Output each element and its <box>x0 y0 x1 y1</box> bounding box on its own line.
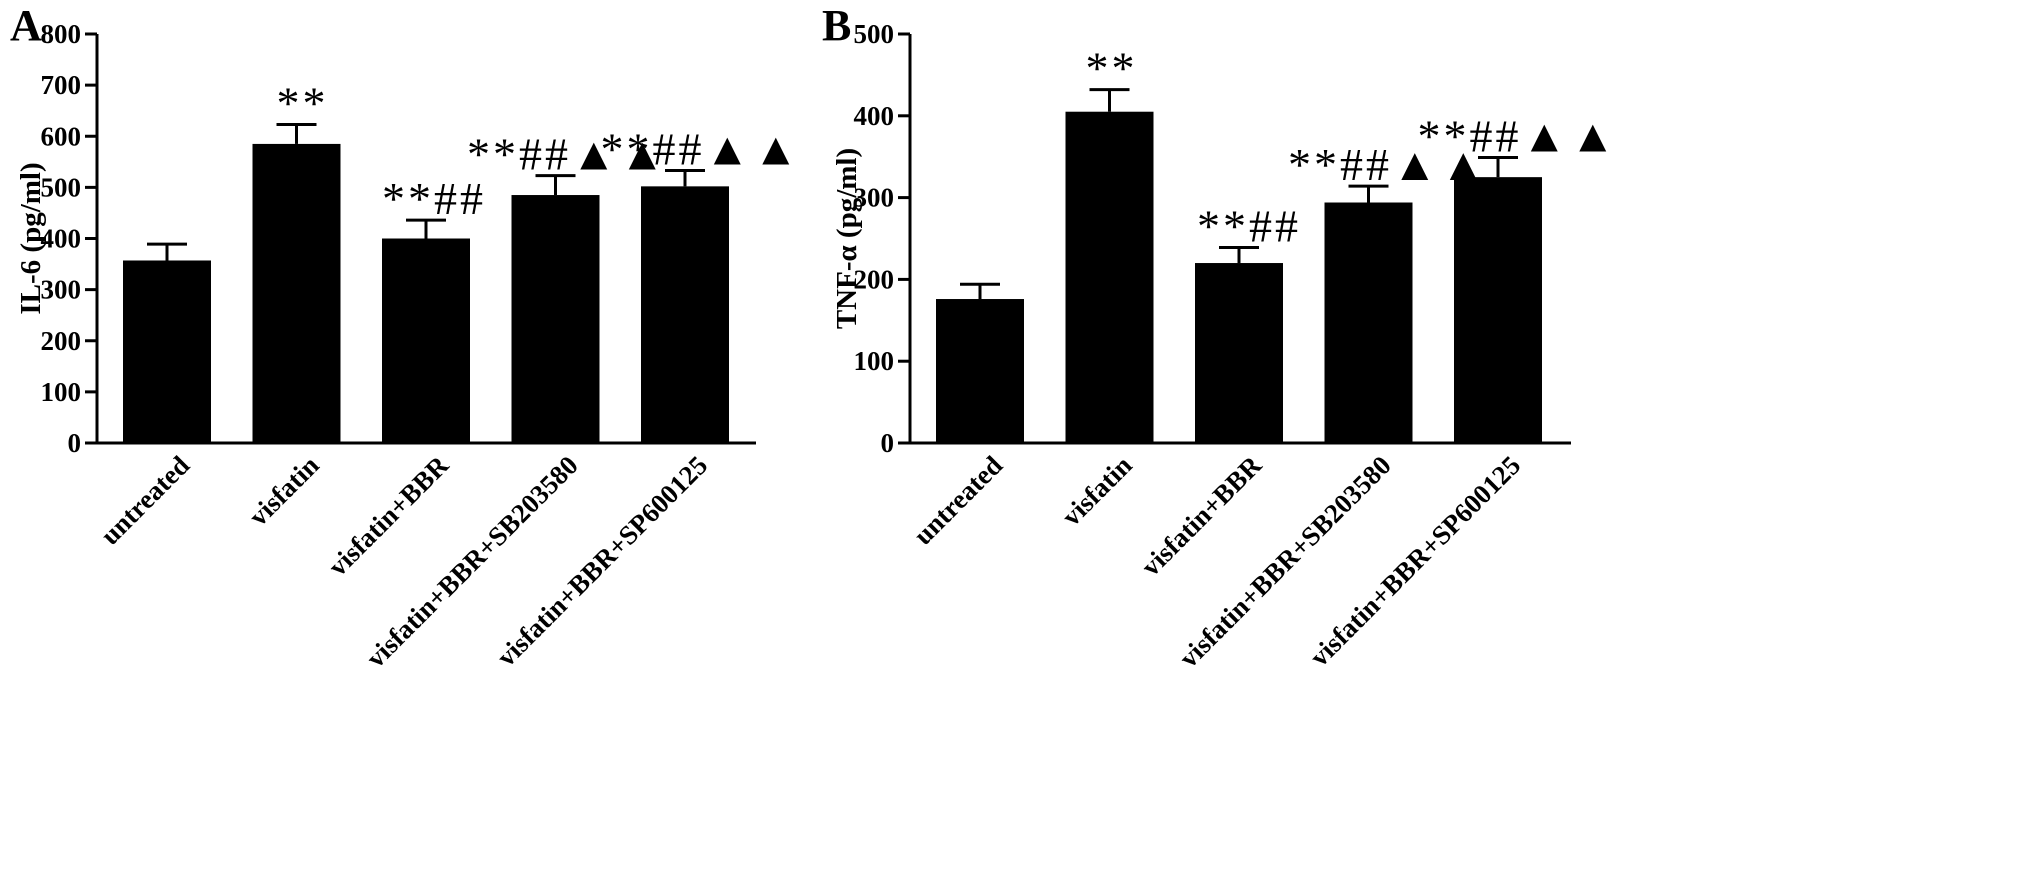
panel-label: B <box>822 1 851 50</box>
bar <box>123 260 211 443</box>
panel-b: B 0 100 200 300 400 500 TNF-α (pg/ml) untreated *… <box>822 1 1618 673</box>
x-tick-label: visfatin+BBR+SB203580 <box>1173 450 1396 673</box>
x-tick-label: untreated <box>908 450 1008 550</box>
x-tick-label: visfatin+BBR <box>322 450 454 582</box>
bar <box>252 143 341 443</box>
bar <box>1454 177 1542 443</box>
y-axis-title: TNF-α (pg/ml) <box>831 148 863 329</box>
significance-label: **## <box>1197 200 1301 251</box>
bar <box>1324 202 1413 443</box>
panel-label: A <box>10 1 42 50</box>
bar <box>936 299 1024 443</box>
y-tick-label: 600 <box>41 121 82 151</box>
bar <box>382 238 470 443</box>
y-tick-label: 700 <box>41 70 82 100</box>
x-tick-label: visfatin+BBR <box>1135 450 1267 582</box>
significance-label: **##▲▲ <box>1417 111 1618 162</box>
y-tick-label: 200 <box>854 264 895 294</box>
significance-label: **## <box>382 173 486 224</box>
x-tick-label: untreated <box>95 450 195 550</box>
x-tick-label: visfatin+BBR+SB203580 <box>360 450 583 673</box>
x-tick-label: visfatin <box>1056 450 1138 532</box>
x-tick-label: visfatin+BBR+SP600125 <box>1304 450 1526 672</box>
y-tick-label: 400 <box>854 101 895 131</box>
y-tick-label: 0 <box>881 428 895 458</box>
y-tick-label: 800 <box>41 19 82 49</box>
bar <box>1065 111 1154 444</box>
y-tick-label: 100 <box>854 346 895 376</box>
y-tick-label: 100 <box>41 377 82 407</box>
significance-label: ** <box>277 77 329 128</box>
y-tick-label: 200 <box>41 326 82 356</box>
bar <box>511 195 600 443</box>
y-tick-label: 0 <box>68 428 82 458</box>
y-tick-label: 400 <box>41 224 82 254</box>
x-tick-label: visfatin+BBR+SP600125 <box>491 450 713 672</box>
significance-label: **##▲▲ <box>600 124 801 175</box>
y-tick-label: 300 <box>41 275 82 305</box>
y-tick-label: 500 <box>854 19 895 49</box>
panel-a: A 0 100 200 300 400 500 600 700 800 IL-6 (pg/ml) un… <box>10 1 801 673</box>
y-tick-label: 300 <box>854 183 895 213</box>
significance-label: **##▲▲ <box>1288 139 1489 190</box>
bar <box>641 186 729 444</box>
y-axis-title: IL-6 (pg/ml) <box>15 162 47 314</box>
bar <box>1195 263 1283 443</box>
significance-label: **##▲▲ <box>467 129 668 180</box>
significance-label: ** <box>1086 43 1138 94</box>
y-tick-label: 500 <box>41 172 82 202</box>
x-tick-label: visfatin <box>243 450 325 532</box>
